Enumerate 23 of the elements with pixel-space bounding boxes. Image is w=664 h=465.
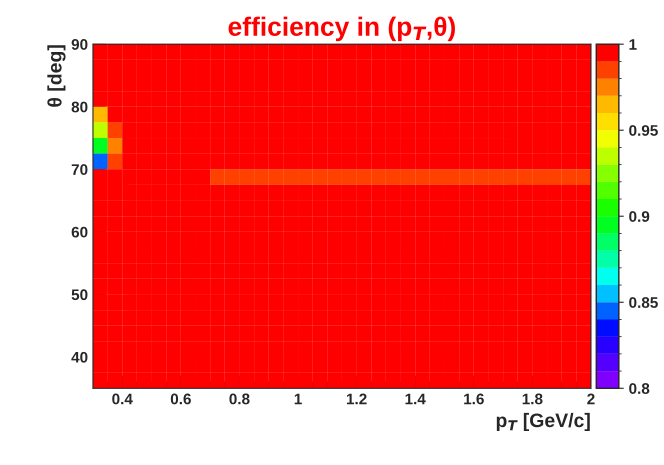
x-tick-label: 0.6: [170, 394, 191, 404]
y-tick-label: 80: [72, 102, 88, 112]
y-tick-label: 60: [72, 226, 88, 238]
x-tick-label: 2: [587, 394, 595, 404]
y-tick-label: 70: [72, 164, 88, 175]
x-tick-label: 0.8: [229, 394, 250, 404]
x-tick-label: 1: [294, 394, 302, 404]
color-bar-label: 0.85: [629, 297, 658, 308]
color-bar-label: 0.8: [629, 383, 650, 394]
y-tick-label: 90: [72, 39, 88, 50]
chart-title: efficiency in (p$_{T}$,θ): [228, 16, 455, 42]
x-axis-title: p$_{T}$ [GeV/c]: [496, 412, 590, 432]
y-tick-label: 40: [71, 352, 88, 363]
x-tick-label: 0.4: [112, 394, 133, 404]
color-bar-label: 1: [630, 39, 637, 50]
x-tick-label: 1.6: [464, 394, 484, 404]
x-tick-label: 1.8: [522, 394, 543, 404]
color-bar-label: 0.9: [629, 211, 650, 222]
y-axis-title: θ [deg]: [47, 45, 66, 107]
color-bar-label: 0.95: [629, 125, 658, 136]
y-tick-label: 50: [72, 289, 88, 300]
x-tick-label: 1.2: [346, 394, 367, 404]
x-tick-label: 1.4: [406, 394, 426, 404]
